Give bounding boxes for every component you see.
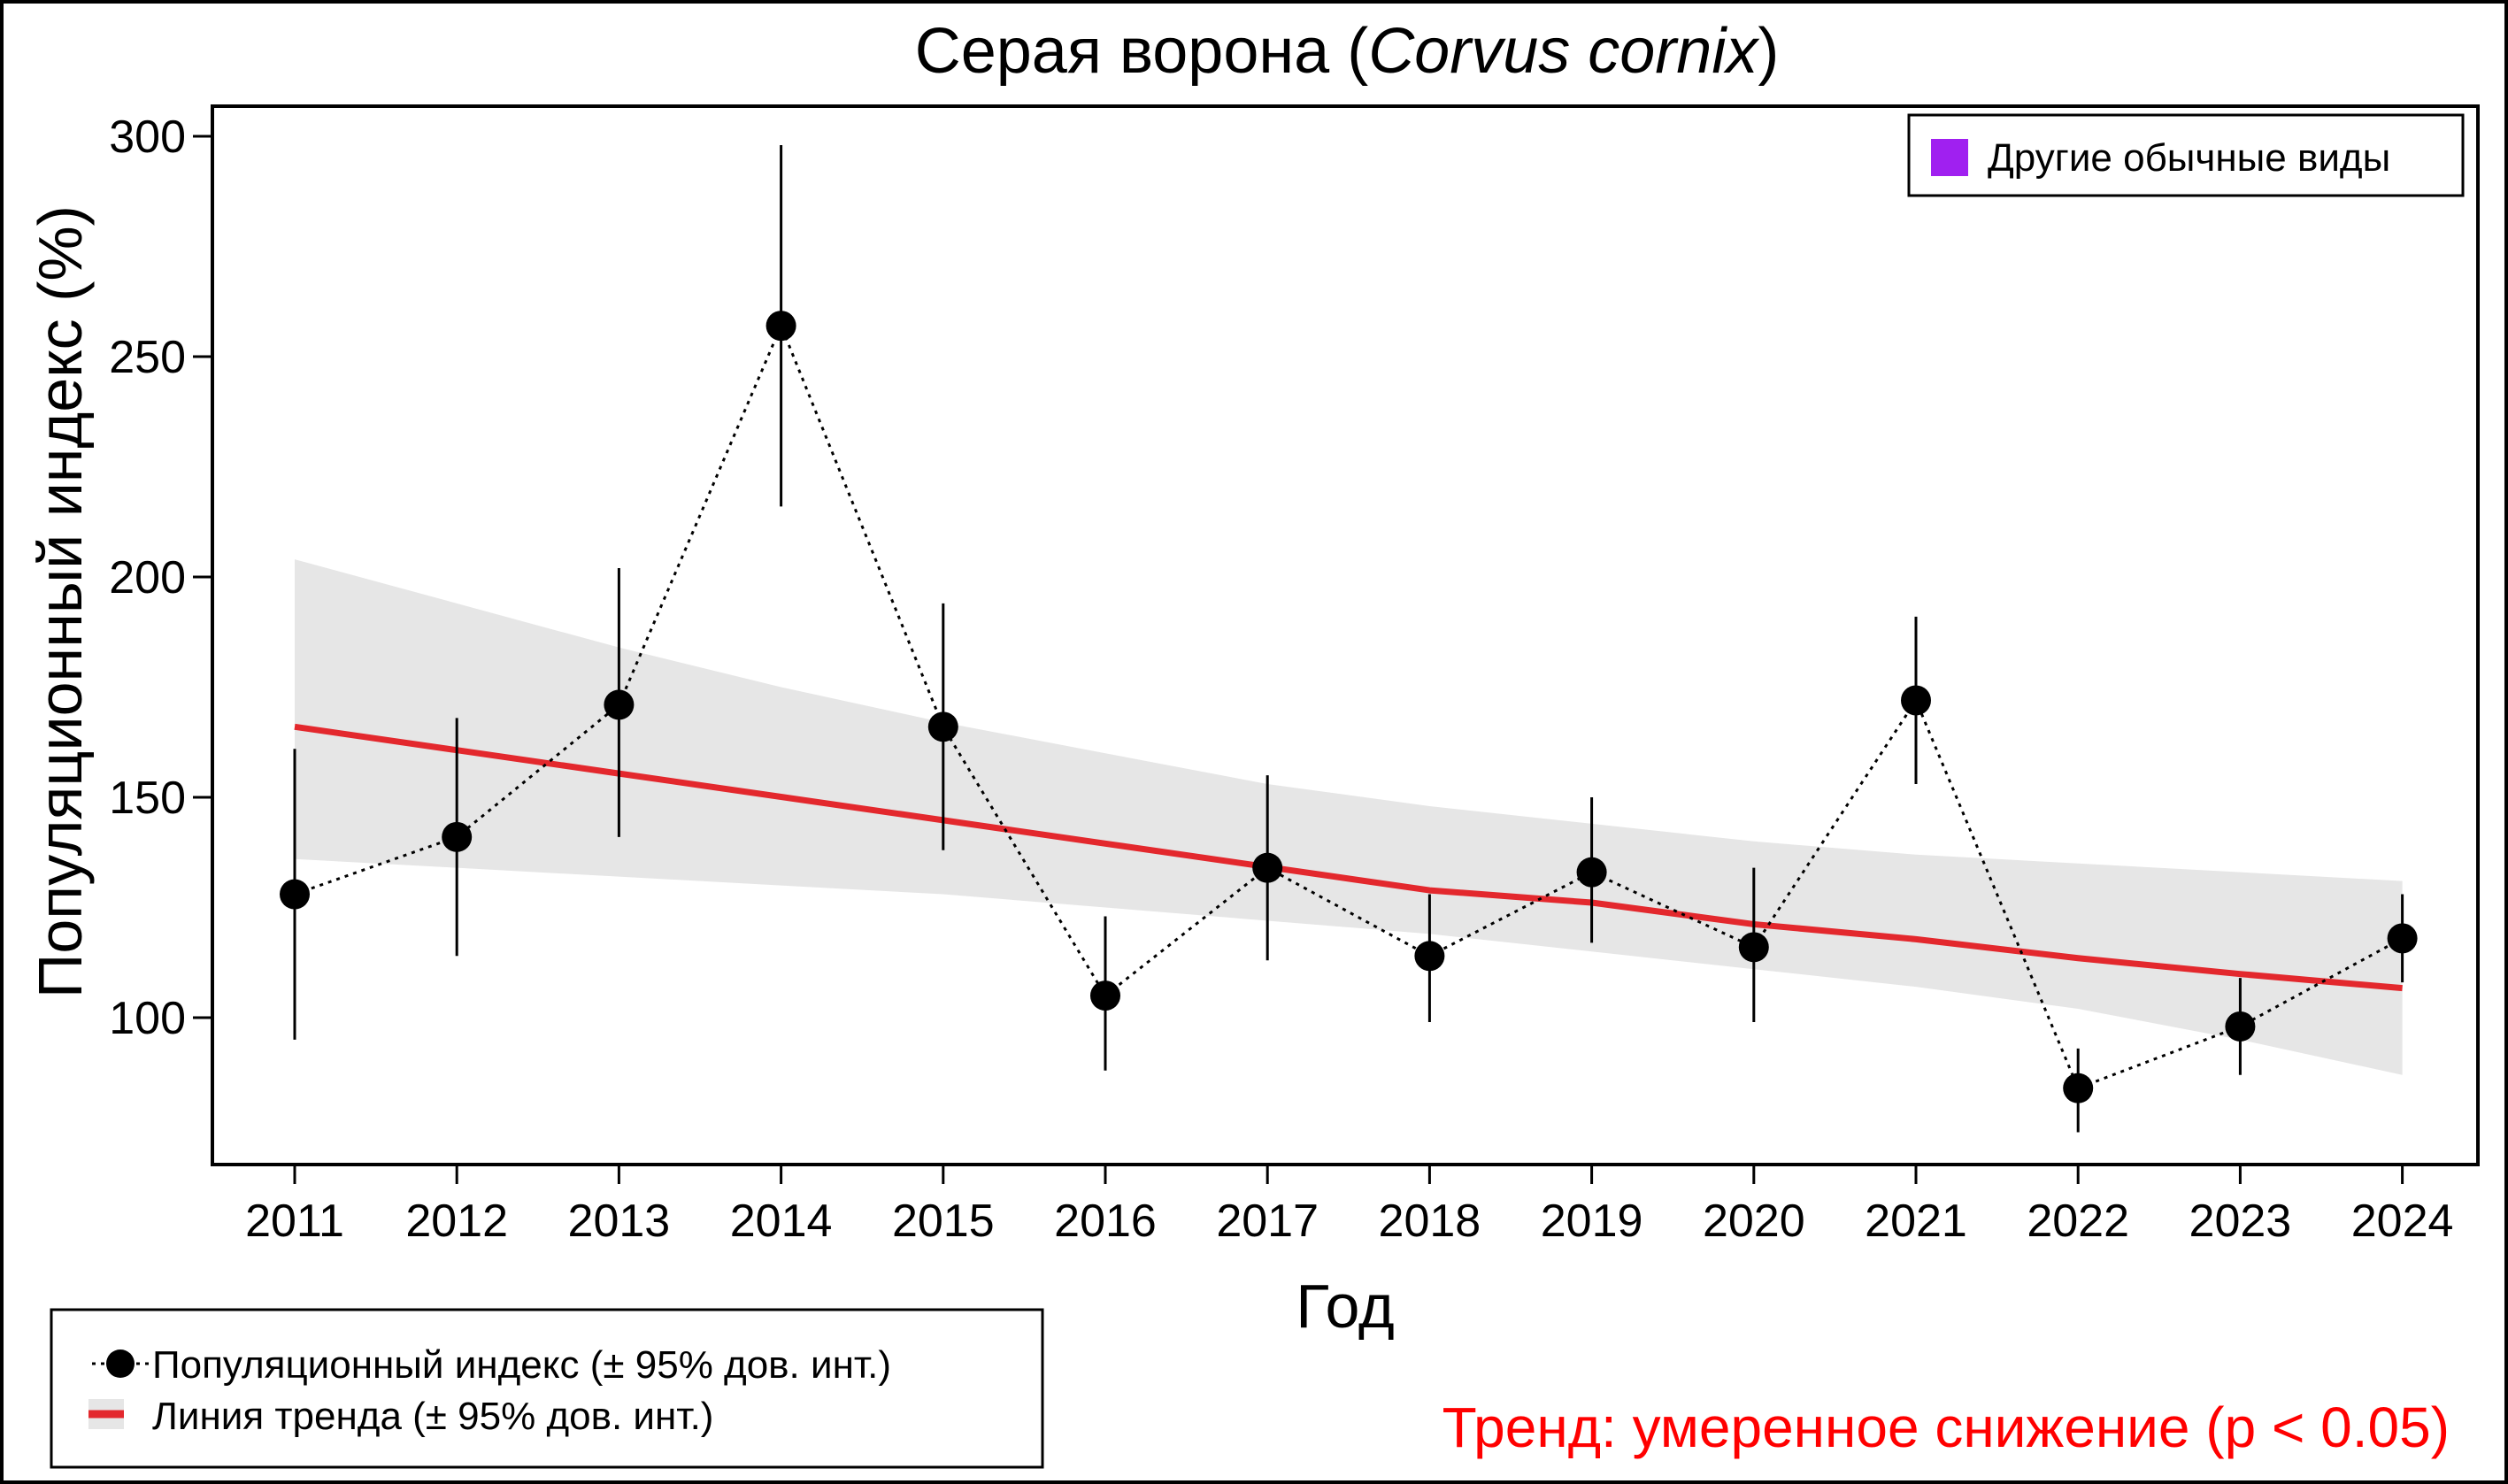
x-tick-label-2024: 2024	[2351, 1196, 2454, 1247]
x-tick-label-2017: 2017	[1216, 1196, 1319, 1247]
y-tick-label-250: 250	[109, 332, 186, 383]
index-point-2019	[1576, 857, 1607, 888]
index-point-2016	[1090, 980, 1120, 1011]
index-point-2020	[1738, 932, 1769, 963]
y-tick-label-300: 300	[109, 111, 186, 163]
x-tick-label-2015: 2015	[892, 1196, 995, 1247]
x-tick-label-2021: 2021	[1865, 1196, 1967, 1247]
series-legend: Популяционный индекс (± 95% дов. инт.) Л…	[50, 1308, 1044, 1469]
species-group-legend-box	[1907, 113, 2465, 197]
x-axis-ticks: 2011 2012 2013 2014 2015 2016 2017 2018 2019 2020…	[245, 1165, 2453, 1247]
species-group-legend: Другие обычные виды	[1907, 113, 2465, 197]
trend-ci-band-layer	[295, 559, 2403, 1075]
x-tick-label-2012: 2012	[405, 1196, 508, 1247]
x-axis-label: Год	[1296, 1272, 1394, 1341]
x-tick-label-2018: 2018	[1379, 1196, 1481, 1247]
x-tick-label-2019: 2019	[1541, 1196, 1643, 1247]
chart-title: Серая ворона (Corvus cornix)	[915, 16, 1780, 87]
y-axis-ticks: 100 150 200 250 300	[109, 111, 212, 1044]
series-legend-box	[50, 1308, 1044, 1469]
index-point-2011	[280, 879, 310, 910]
index-point-2014	[765, 311, 796, 342]
index-point-2023	[2225, 1011, 2256, 1042]
title-main: Серая ворона (	[915, 16, 1368, 87]
trend-classification-text: Тренд: умеренное снижение (p < 0.05)	[1442, 1396, 2450, 1459]
index-point-2013	[604, 689, 635, 720]
index-point-2017	[1252, 852, 1283, 883]
index-point-2021	[1901, 685, 1931, 716]
species-group-label: Другие обычные виды	[1988, 136, 2390, 180]
index-point-2015	[927, 711, 958, 742]
index-point-2022	[2063, 1073, 2094, 1103]
index-point-2012	[442, 821, 473, 852]
title-close: )	[1758, 16, 1779, 87]
plot-frame	[211, 104, 2480, 1166]
legend-index-marker	[106, 1349, 135, 1378]
index-point-2024	[2387, 923, 2418, 954]
x-tick-label-2016: 2016	[1054, 1196, 1157, 1247]
y-tick-label-200: 200	[109, 552, 186, 604]
x-tick-label-2011: 2011	[245, 1196, 344, 1247]
x-tick-label-2013: 2013	[568, 1196, 671, 1247]
legend-index-label: Популяционный индекс (± 95% дов. инт.)	[152, 1343, 891, 1387]
trend-line-layer	[294, 723, 2403, 992]
trend-ci-band	[295, 559, 2403, 1075]
index-point-layer	[280, 311, 2418, 1103]
legend-trend-label: Линия тренда (± 95% дов. инт.)	[152, 1395, 713, 1438]
x-tick-label-2014: 2014	[730, 1196, 833, 1247]
trend-line	[294, 723, 2403, 992]
y-axis-label: Популяционный индекс (%)	[26, 205, 95, 998]
x-tick-label-2020: 2020	[1703, 1196, 1805, 1247]
x-tick-label-2023: 2023	[2189, 1196, 2292, 1247]
species-group-swatch	[1931, 139, 1968, 176]
y-tick-label-100: 100	[109, 993, 186, 1044]
y-tick-label-150: 150	[109, 773, 186, 824]
title-species: Corvus cornix	[1368, 16, 1760, 87]
x-tick-label-2022: 2022	[2027, 1196, 2129, 1247]
index-point-2018	[1414, 941, 1445, 972]
